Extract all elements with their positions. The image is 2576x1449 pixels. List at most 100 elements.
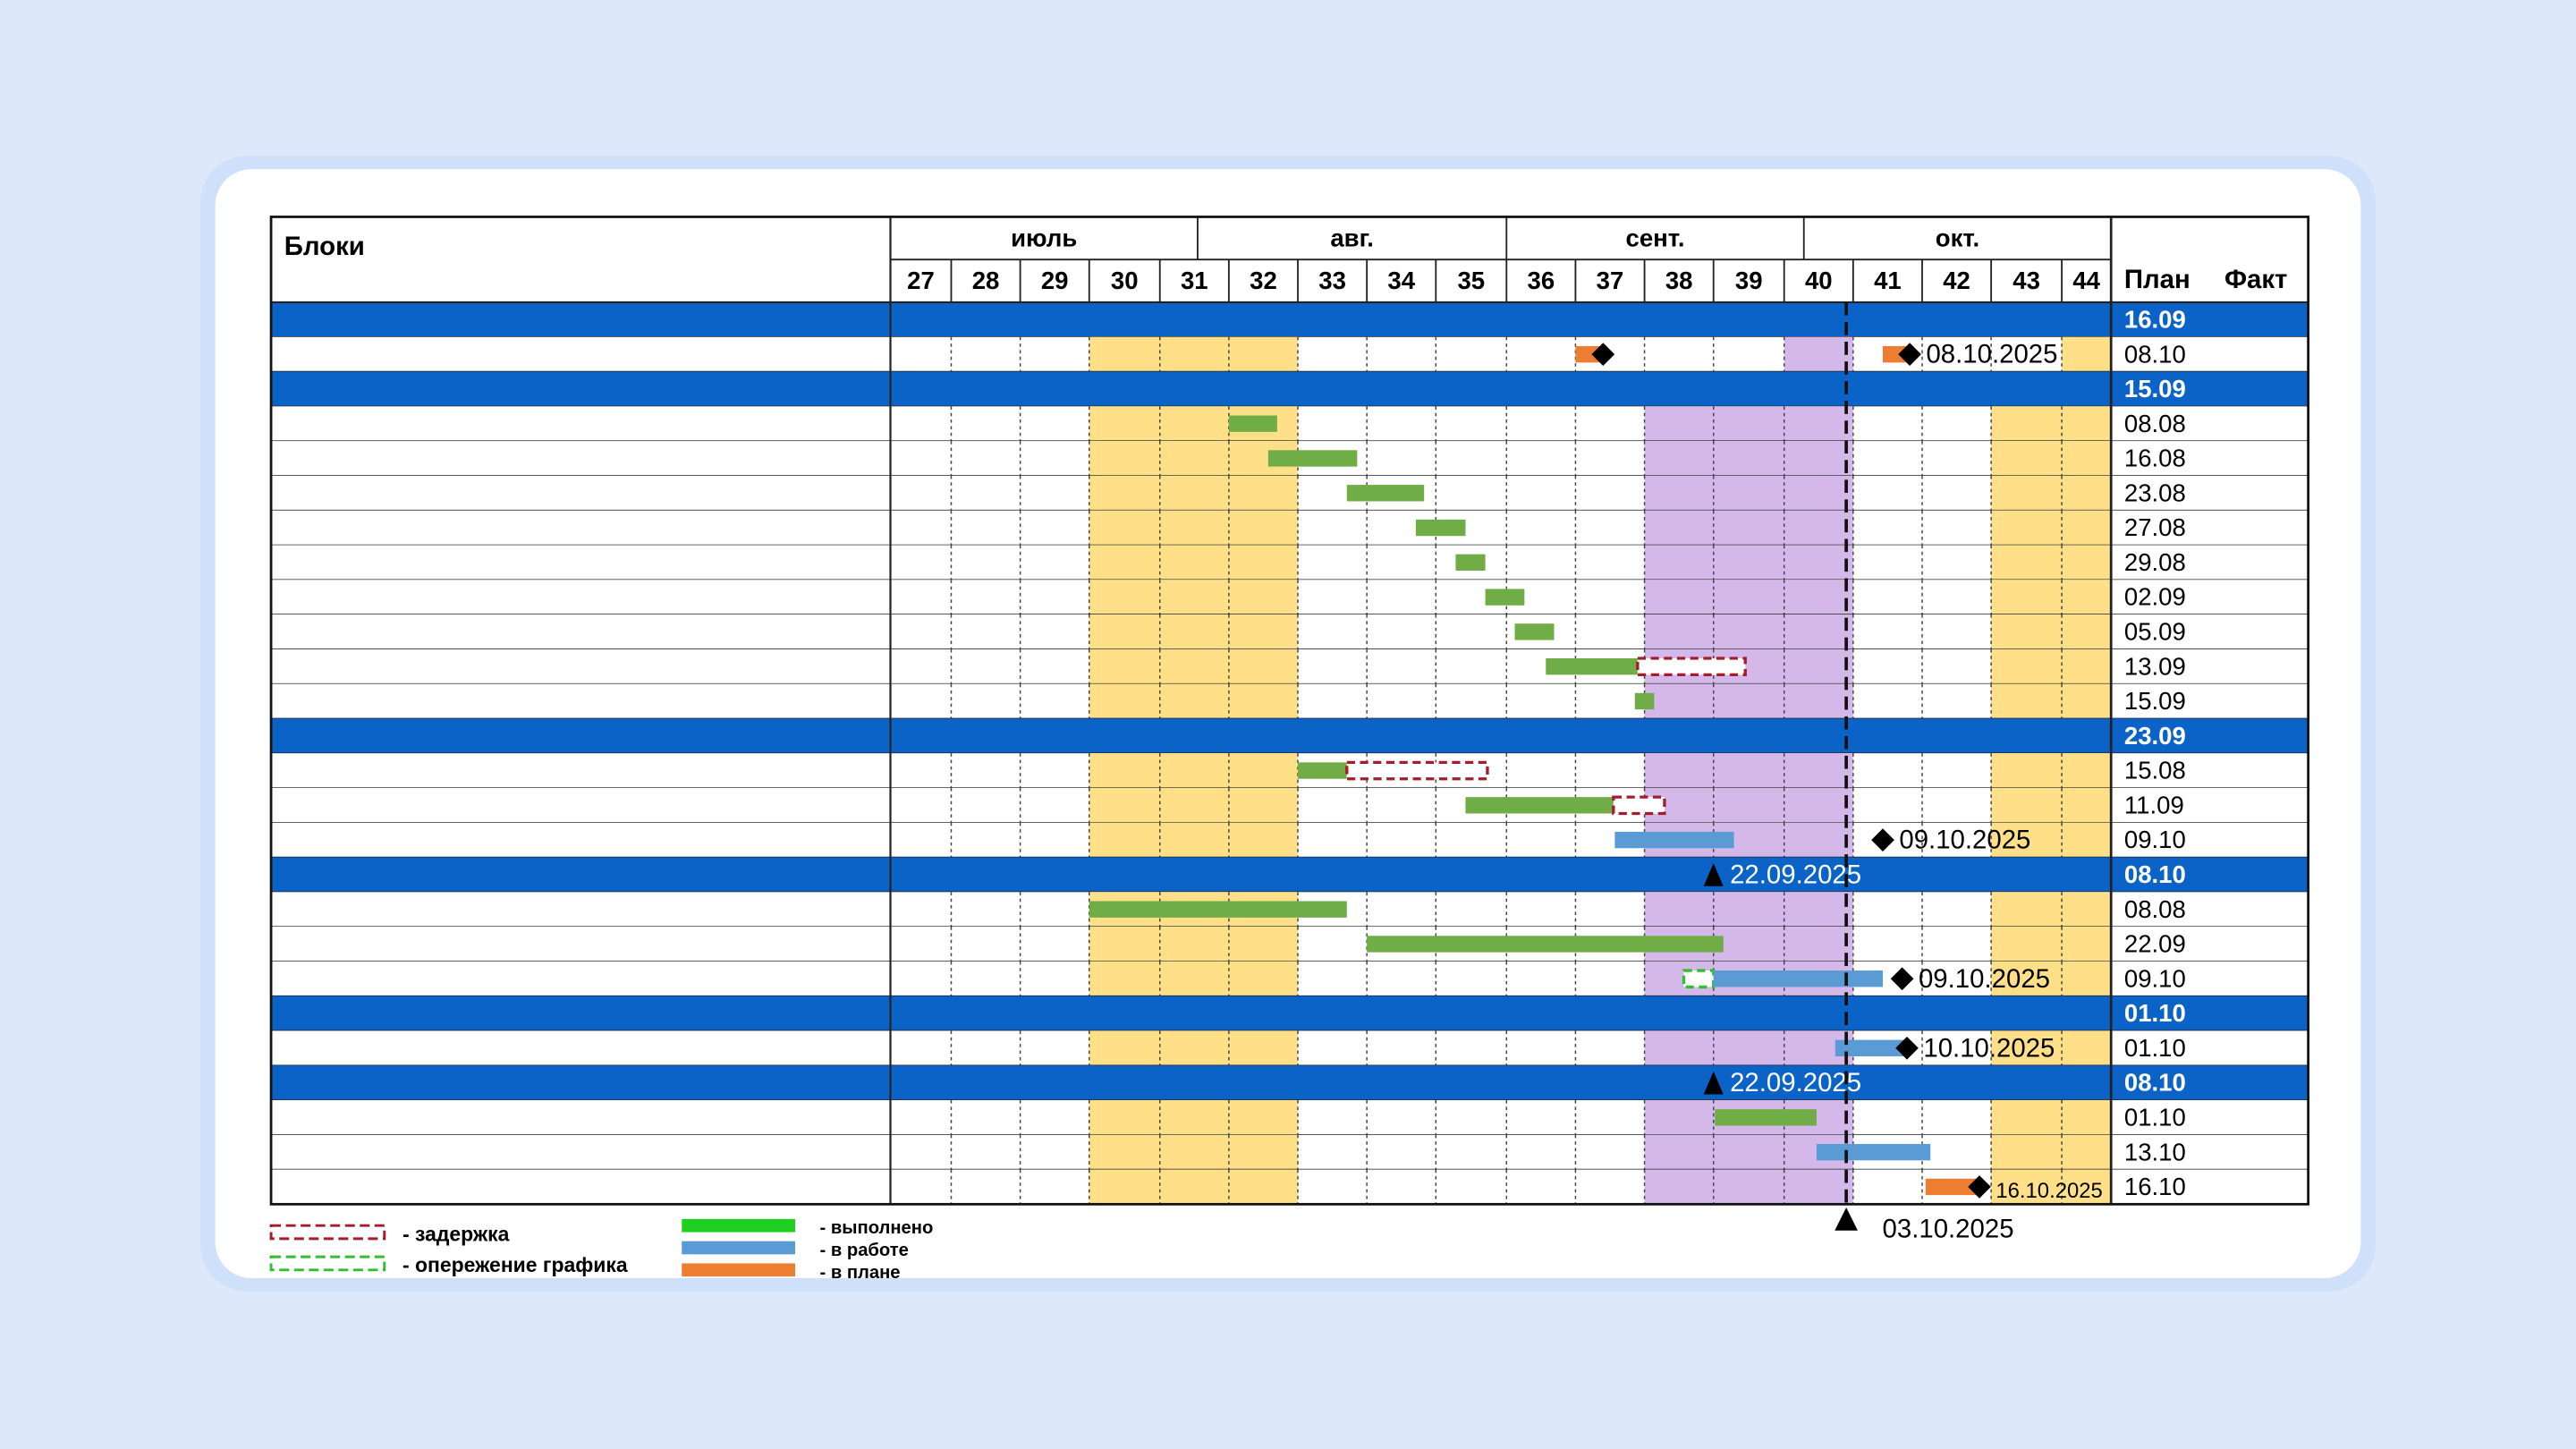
plan-date: 15.09 bbox=[2124, 687, 2186, 715]
current-shade bbox=[1644, 892, 1853, 928]
holiday-shade bbox=[1089, 961, 1299, 996]
week-label: 35 bbox=[1457, 267, 1485, 294]
milestone-diamond bbox=[1895, 1036, 1919, 1060]
plan-date: 23.09 bbox=[2124, 722, 2186, 750]
bar bbox=[1455, 554, 1486, 572]
milestone-diamond bbox=[1890, 967, 1914, 991]
legend-swatch bbox=[269, 1255, 386, 1272]
bar bbox=[1465, 797, 1614, 814]
legend-swatch bbox=[682, 1263, 795, 1277]
group-row bbox=[271, 301, 2309, 337]
holiday-shade bbox=[1089, 927, 1299, 962]
plan-date: 15.08 bbox=[2124, 757, 2186, 784]
plan-date: 22.09 bbox=[2124, 930, 2186, 958]
today-triangle bbox=[1835, 1208, 1858, 1231]
current-shade bbox=[1644, 475, 1853, 511]
current-shade bbox=[1644, 683, 1853, 719]
legend-label: - опережение графика bbox=[402, 1253, 628, 1276]
table-border bbox=[269, 216, 2309, 1206]
bar bbox=[1925, 1178, 1980, 1196]
bar bbox=[1546, 658, 1638, 675]
dashed-bar bbox=[1345, 760, 1489, 781]
current-shade bbox=[1644, 510, 1853, 546]
week-label: 42 bbox=[1943, 267, 1970, 294]
dashed-bar bbox=[1682, 969, 1716, 989]
current-shade bbox=[1644, 406, 1853, 442]
holiday-shade bbox=[1089, 614, 1299, 649]
plan-date: 08.08 bbox=[2124, 410, 2186, 437]
holiday-shade bbox=[1991, 927, 2112, 962]
holiday-shade bbox=[1991, 822, 2112, 858]
bar bbox=[1634, 692, 1655, 710]
legend-swatch bbox=[682, 1241, 795, 1255]
milestone-triangle bbox=[1703, 863, 1724, 886]
plan-date: 13.10 bbox=[2124, 1138, 2186, 1165]
holiday-shade bbox=[1089, 545, 1299, 580]
plan-date: 29.08 bbox=[2124, 548, 2186, 576]
week-label: 28 bbox=[972, 267, 1000, 294]
holiday-shade bbox=[1089, 1030, 1299, 1066]
holiday-shade bbox=[1991, 892, 2112, 928]
holiday-shade bbox=[1991, 441, 2112, 476]
holiday-shade bbox=[1089, 753, 1299, 788]
plan-header: План bbox=[2124, 265, 2190, 294]
holiday-shade bbox=[1991, 545, 2112, 580]
bar bbox=[1485, 589, 1525, 606]
holiday-shade bbox=[1089, 787, 1299, 823]
plan-date: 01.10 bbox=[2124, 1103, 2186, 1131]
current-shade bbox=[1644, 580, 1853, 615]
legend-swatch bbox=[269, 1224, 386, 1241]
plan-date: 05.09 bbox=[2124, 618, 2186, 646]
plan-date: 16.09 bbox=[2124, 305, 2186, 333]
month-label: окт. bbox=[1936, 224, 1979, 251]
current-shade bbox=[1644, 1030, 1853, 1066]
week-label: 38 bbox=[1665, 267, 1693, 294]
holiday-shade bbox=[1991, 648, 2112, 684]
bar bbox=[1346, 485, 1425, 502]
week-label: 27 bbox=[907, 267, 935, 294]
holiday-shade bbox=[1089, 1169, 1299, 1205]
week-label: 41 bbox=[1874, 267, 1902, 294]
week-label: 43 bbox=[2012, 267, 2040, 294]
holiday-shade bbox=[1991, 475, 2112, 511]
plan-date: 16.10 bbox=[2124, 1173, 2186, 1200]
bar bbox=[1713, 970, 1884, 987]
current-shade bbox=[1644, 1169, 1853, 1205]
bar bbox=[1228, 415, 1277, 432]
holiday-shade bbox=[1089, 580, 1299, 615]
bar bbox=[1267, 450, 1358, 467]
week-label: 29 bbox=[1041, 267, 1069, 294]
holiday-shade bbox=[1089, 441, 1299, 476]
week-label: 30 bbox=[1111, 267, 1139, 294]
holiday-shade bbox=[1991, 753, 2112, 788]
bar bbox=[1835, 1039, 1906, 1056]
current-shade bbox=[1644, 441, 1853, 476]
bar bbox=[1415, 519, 1466, 537]
holiday-shade bbox=[1991, 683, 2112, 719]
week-label: 36 bbox=[1528, 267, 1555, 294]
bar bbox=[1883, 345, 1909, 363]
week-label: 37 bbox=[1597, 267, 1624, 294]
month-label: сент. bbox=[1626, 224, 1685, 251]
week-label: 40 bbox=[1805, 267, 1833, 294]
holiday-shade bbox=[1991, 1030, 2112, 1066]
plan-date: 27.08 bbox=[2124, 513, 2186, 541]
milestone-label: 16.10.2025 bbox=[1996, 1179, 2102, 1203]
milestone-label: 22.09.2025 bbox=[1730, 860, 1861, 889]
plan-date: 08.10 bbox=[2124, 1069, 2186, 1097]
plan-date: 16.08 bbox=[2124, 445, 2186, 472]
milestone-label: 22.09.2025 bbox=[1730, 1068, 1861, 1097]
holiday-shade bbox=[1089, 683, 1299, 719]
holiday-shade bbox=[1991, 580, 2112, 615]
milestone-label: 08.10.2025 bbox=[1926, 340, 2057, 369]
current-shade bbox=[1644, 787, 1853, 823]
bar bbox=[1514, 623, 1555, 640]
week-label: 33 bbox=[1318, 267, 1346, 294]
plan-date: 11.09 bbox=[2124, 791, 2184, 818]
milestone-diamond bbox=[1591, 343, 1615, 366]
week-label: 31 bbox=[1181, 267, 1208, 294]
bar bbox=[1715, 1109, 1817, 1126]
dashed-bar bbox=[1636, 657, 1747, 677]
plan-date: 08.10 bbox=[2124, 860, 2186, 888]
